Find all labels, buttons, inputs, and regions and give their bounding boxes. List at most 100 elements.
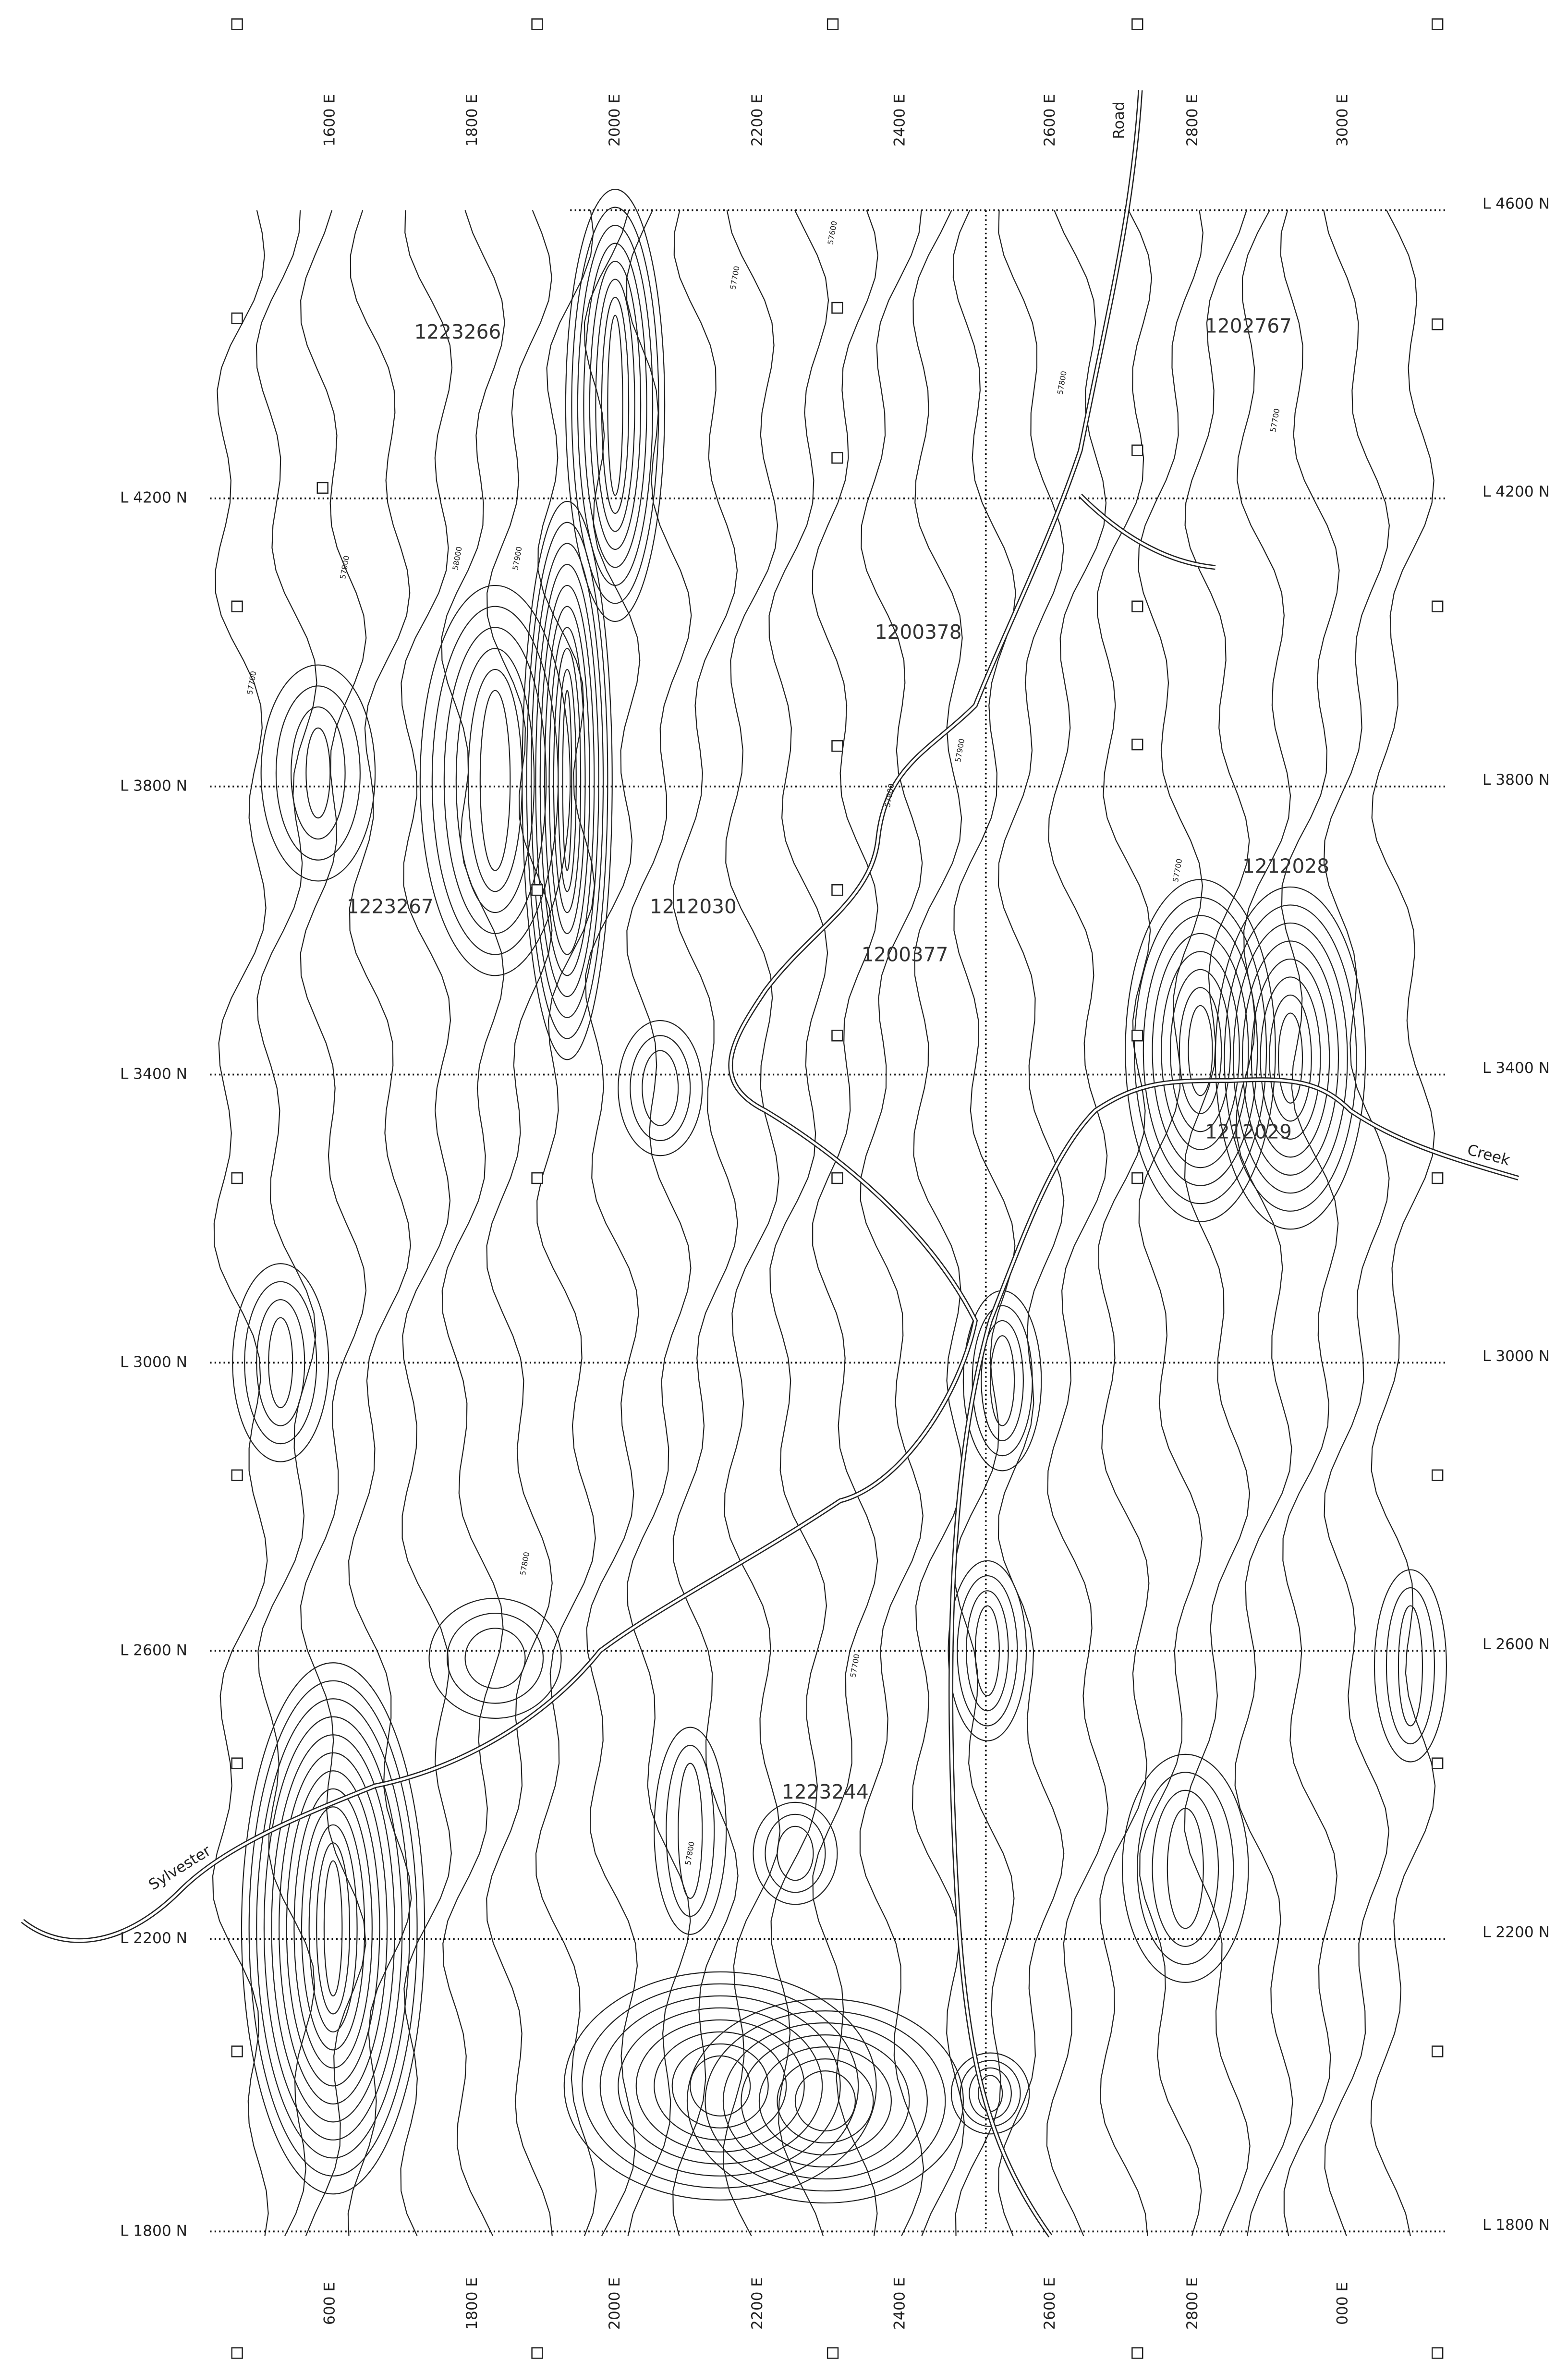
contour bbox=[975, 1606, 999, 1696]
contour bbox=[630, 1035, 690, 1141]
contour-label: 57700 bbox=[729, 265, 741, 290]
contour bbox=[1216, 887, 1365, 1229]
northing-label: L 3800 N bbox=[1483, 771, 1550, 789]
claim-post bbox=[232, 313, 243, 324]
claim-post bbox=[832, 1030, 842, 1041]
contour bbox=[1374, 1570, 1446, 1762]
contour bbox=[429, 1598, 561, 1718]
easting-label: 2600 E bbox=[1041, 2277, 1058, 2330]
claim-post bbox=[232, 2046, 243, 2057]
contour bbox=[316, 1843, 350, 2014]
road bbox=[23, 90, 1519, 2236]
claim-number: 1200377 bbox=[862, 943, 948, 966]
easting-label: 2200 E bbox=[749, 2277, 766, 2330]
contour bbox=[953, 210, 1016, 2236]
claim-post bbox=[1432, 2046, 1443, 2057]
claim-post bbox=[232, 1470, 243, 1481]
claim-post bbox=[1432, 1758, 1443, 1769]
claim-number: 1223244 bbox=[782, 1780, 869, 1803]
contour bbox=[261, 665, 375, 881]
contour bbox=[1137, 1772, 1233, 1964]
contour bbox=[642, 1051, 678, 1126]
northing-label: L 2200 N bbox=[1483, 1924, 1550, 1941]
contour bbox=[545, 607, 590, 955]
claim-number: 1212030 bbox=[650, 895, 737, 918]
contour bbox=[571, 207, 658, 604]
claim-number: 1212028 bbox=[1242, 854, 1329, 877]
claim-post bbox=[232, 601, 243, 612]
easting-label: 2400 E bbox=[891, 2277, 909, 2330]
contour bbox=[795, 2071, 855, 2131]
contour bbox=[741, 2035, 909, 2167]
contour bbox=[306, 728, 330, 818]
contour bbox=[618, 2008, 822, 2164]
northing-label: L 3000 N bbox=[120, 1353, 187, 1371]
easting-label: 2400 E bbox=[891, 94, 909, 146]
contour-label: 57800 bbox=[1056, 370, 1068, 395]
contour bbox=[654, 1727, 726, 1934]
contour bbox=[990, 1336, 1014, 1425]
contour bbox=[1185, 210, 1250, 2236]
contour bbox=[301, 210, 366, 2236]
contour bbox=[608, 316, 622, 496]
contour bbox=[602, 297, 629, 513]
easting-label: 2000 E bbox=[606, 2277, 623, 2330]
contour bbox=[1235, 210, 1293, 2236]
easting-label: 1800 E bbox=[463, 94, 481, 146]
contour-label: 57900 bbox=[954, 738, 966, 763]
easting-label: 2200 E bbox=[749, 94, 766, 146]
contour bbox=[276, 686, 360, 860]
contour-label: 57800 bbox=[519, 1551, 531, 1576]
claim-post bbox=[232, 1758, 243, 1769]
contours bbox=[213, 189, 1446, 2236]
claim-post bbox=[532, 2348, 543, 2359]
contour bbox=[447, 1613, 543, 1703]
contour-label: 57600 bbox=[826, 220, 839, 245]
northing-label: L 4200 N bbox=[1483, 483, 1550, 500]
northing-label: L 4600 N bbox=[1483, 195, 1550, 212]
claim-post bbox=[832, 1173, 842, 1183]
claim-post bbox=[1132, 445, 1143, 456]
contour bbox=[1125, 879, 1275, 1221]
claim-number: 1212029 bbox=[1205, 1120, 1292, 1143]
contour bbox=[279, 1753, 387, 2104]
claim-post bbox=[1432, 1173, 1443, 1183]
claim-post bbox=[1132, 1030, 1143, 1041]
claim-post bbox=[532, 1173, 543, 1183]
contour bbox=[777, 1826, 813, 1880]
northing-label: L 3800 N bbox=[120, 778, 187, 795]
contour bbox=[1324, 210, 1389, 2236]
contour bbox=[442, 210, 505, 2236]
contour bbox=[480, 691, 510, 871]
easting-label: 2600 E bbox=[1041, 94, 1058, 146]
easting-label: 1800 E bbox=[463, 2277, 481, 2330]
contour bbox=[590, 261, 641, 549]
contour-label: 57900 bbox=[511, 546, 523, 571]
contour bbox=[678, 1764, 702, 1898]
easting-label: 2800 E bbox=[1184, 94, 1201, 146]
contour bbox=[966, 1591, 1008, 1711]
contour-label: 57800 bbox=[883, 783, 896, 808]
contour bbox=[1167, 1808, 1203, 1928]
claim-post bbox=[832, 452, 842, 463]
contour bbox=[486, 210, 552, 2236]
contour bbox=[268, 1318, 292, 1408]
claim-post bbox=[832, 885, 842, 895]
contour bbox=[627, 210, 691, 2236]
northing-label: L 2200 N bbox=[120, 1930, 187, 1947]
road-label: Road bbox=[1110, 101, 1128, 139]
easting-label: 2800 E bbox=[1184, 2277, 1201, 2330]
claim-post bbox=[827, 19, 838, 29]
claim-post bbox=[232, 19, 243, 29]
contour bbox=[465, 1628, 525, 1688]
contour bbox=[264, 1717, 402, 2140]
contour-label: 57700 bbox=[1171, 858, 1184, 883]
claim-post bbox=[1432, 601, 1443, 612]
claim-number: 1223266 bbox=[414, 320, 501, 343]
easting-label: 600 E bbox=[321, 2282, 338, 2325]
contour bbox=[1371, 210, 1435, 2236]
contour bbox=[1386, 1588, 1434, 1744]
northing-label: L 3000 N bbox=[1483, 1348, 1550, 1365]
claim-post bbox=[1432, 2348, 1443, 2359]
claim-post bbox=[832, 303, 842, 313]
